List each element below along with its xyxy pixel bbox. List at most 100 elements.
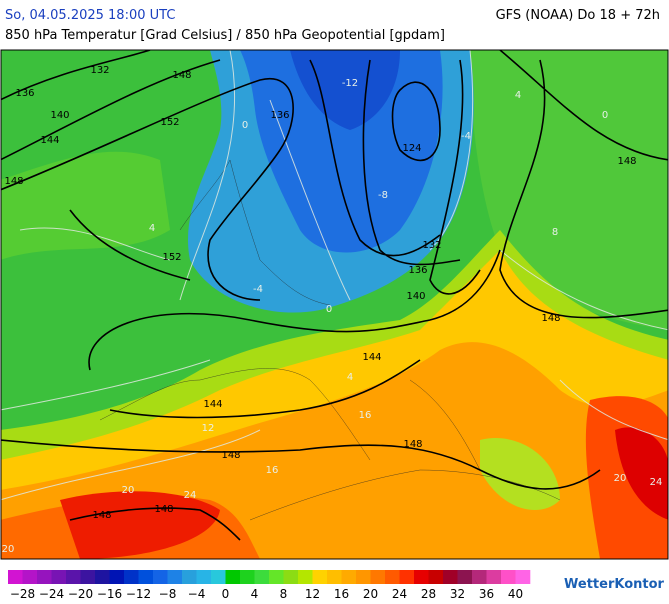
legend-swatch: [80, 570, 96, 584]
geopotential-label: 136: [408, 265, 427, 276]
legend-swatch: [501, 570, 516, 584]
legend-swatch: [399, 570, 415, 584]
isotherm: [1, 50, 668, 501]
legend-swatch: [240, 570, 255, 584]
geopotential-label: 148: [172, 70, 191, 81]
map: 1321361401481521441481361241521321361401…: [0, 49, 669, 560]
legend-tick-label: −4: [188, 587, 206, 600]
geopotential-label: 152: [160, 117, 179, 128]
legend-swatch: [486, 570, 502, 584]
legend-tick-label: 12: [305, 587, 320, 600]
temp-field: [290, 50, 400, 130]
geopotential-label: 140: [50, 110, 69, 121]
legend-swatch: [312, 570, 328, 584]
legend-tick-label: −16: [97, 587, 122, 600]
coastline: [99, 159, 561, 521]
legend-tick-label: 28: [421, 587, 436, 600]
legend-tick-label: 20: [363, 587, 378, 600]
geopotential-label: 136: [15, 88, 34, 99]
subtitle: 850 hPa Temperatur [Grad Celsius] / 850 …: [5, 28, 445, 43]
temperature-label: 12: [202, 423, 215, 434]
legend-swatch: [457, 570, 473, 584]
legend-tick-label: 8: [280, 587, 288, 600]
temperature-label: 20: [122, 485, 135, 496]
legend-tick-label: −28: [10, 587, 35, 600]
legend-swatch: [356, 570, 371, 584]
legend-swatch: [196, 570, 212, 584]
legend-swatch: [167, 570, 183, 584]
legend-tick-label: 40: [508, 587, 523, 600]
logo: WetterKontor: [564, 577, 665, 592]
legend-swatch: [414, 570, 429, 584]
temperature-label: 0: [242, 120, 248, 131]
temp-field: [615, 427, 668, 520]
legend-swatch: [95, 570, 110, 584]
legend-swatch: [138, 570, 154, 584]
temperature-label: 24: [184, 490, 197, 501]
legend-swatch: [211, 570, 226, 584]
temperature-label: -8: [378, 190, 388, 201]
temperature-label: -12: [342, 78, 358, 89]
legend-tick-label: 0: [222, 587, 230, 600]
legend-tick-label: −24: [39, 587, 64, 600]
legend-swatch: [370, 570, 386, 584]
legend-swatch: [428, 570, 444, 584]
legend-swatch: [443, 570, 458, 584]
temp-field: [1, 151, 170, 260]
legend-tick-label: −20: [68, 587, 93, 600]
geopotential-label: 148: [221, 450, 240, 461]
temperature-label: 0: [602, 110, 608, 121]
legend-swatch: [225, 570, 241, 584]
temperature-label: 24: [650, 477, 663, 488]
legend-tick-label: 36: [479, 587, 494, 600]
legend-swatch: [472, 570, 487, 584]
temperature-label: 8: [552, 227, 558, 238]
legend-tick-label: 24: [392, 587, 407, 600]
temperature-label: 4: [149, 223, 155, 234]
legend-swatch: [182, 570, 197, 584]
legend-swatch: [124, 570, 139, 584]
legend-swatch: [109, 570, 125, 584]
temperature-label: -4: [461, 131, 471, 142]
legend-swatch: [298, 570, 313, 584]
legend-tick-label: 32: [450, 587, 465, 600]
legend-tick-label: −12: [126, 587, 151, 600]
legend-swatch: [269, 570, 284, 584]
color-legend: −28 −24 −20 −16 −12 −8 −4 0 4 8 12 16 20 24 28 32 36 40: [8, 570, 531, 601]
geopotential-label: 148: [154, 504, 173, 515]
geopotential-label: 148: [403, 439, 422, 450]
temperature-label: 20: [2, 544, 15, 555]
legend-tick-label: −8: [159, 587, 177, 600]
geopotential-label: 144: [40, 135, 59, 146]
legend-tick-label: 4: [251, 587, 259, 600]
temperature-label: 16: [359, 410, 372, 421]
geopotential-label: 144: [203, 399, 222, 410]
geopotential-label: 148: [541, 313, 560, 324]
temperature-label: 4: [347, 372, 353, 383]
geopotential-label: 136: [270, 110, 289, 121]
temperature-label: 0: [326, 304, 332, 315]
legend-swatch: [254, 570, 270, 584]
legend-swatch: [22, 570, 38, 584]
legend-swatch: [37, 570, 52, 584]
legend-swatch: [51, 570, 67, 584]
geopotential-label: 148: [92, 510, 111, 521]
temperature-label: 4: [515, 90, 521, 101]
geopotential-contour: [1, 50, 668, 541]
temperature-label: 16: [266, 465, 279, 476]
legend-swatch: [385, 570, 400, 584]
temperature-label: -4: [253, 284, 263, 295]
legend-swatch: [515, 570, 531, 584]
legend-swatch: [341, 570, 357, 584]
legend-swatch: [8, 570, 23, 584]
legend-swatch: [66, 570, 81, 584]
model-run: GFS (NOAA) Do 18 + 72h: [496, 8, 660, 23]
geopotential-label: 124: [402, 143, 421, 154]
geopotential-label: 140: [406, 291, 425, 302]
geopotential-label: 132: [422, 240, 441, 251]
legend-tick-label: 16: [334, 587, 349, 600]
temp-field: [480, 438, 560, 510]
temp-field: [240, 50, 443, 253]
temperature-label: 20: [614, 473, 627, 484]
